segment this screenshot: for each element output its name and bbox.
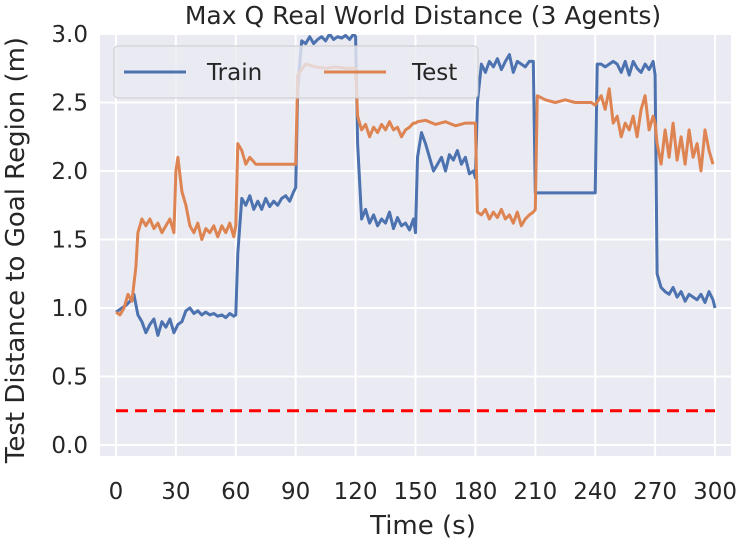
legend-label-test: Test (411, 60, 457, 86)
x-axis-ticks: 0 30 60 90 120 150 180 210 240 270 300 (109, 479, 737, 505)
y-tick-label: 0.5 (51, 365, 88, 391)
y-tick-label: 1.0 (51, 296, 88, 322)
series-line-train (115, 34, 717, 337)
y-tick-label: 3.0 (51, 22, 88, 48)
x-tick-label: 30 (161, 479, 190, 505)
chart-title: Max Q Real World Distance (3 Agents) (185, 1, 661, 30)
series-layer (115, 34, 717, 413)
legend-box (113, 45, 479, 99)
x-tick-label: 300 (693, 479, 737, 505)
y-tick-label: 2.5 (51, 91, 88, 117)
legend: Train Test (113, 45, 479, 99)
y-tick-label: 0.0 (51, 433, 88, 459)
x-tick-label: 270 (633, 479, 677, 505)
x-tick-label: 150 (394, 479, 438, 505)
x-tick-label: 60 (221, 479, 250, 505)
x-tick-label: 120 (334, 479, 378, 505)
legend-label-train: Train (206, 60, 262, 86)
series-line-test (115, 62, 715, 317)
y-axis-label: Test Distance to Goal Region (m) (1, 37, 31, 464)
x-tick-label: 90 (281, 479, 310, 505)
x-tick-label: 180 (453, 479, 497, 505)
x-tick-label: 0 (109, 479, 124, 505)
x-axis-label: Time (s) (369, 511, 476, 541)
x-tick-label: 210 (513, 479, 557, 505)
y-axis-ticks: 0.0 0.5 1.0 1.5 2.0 2.5 3.0 (51, 22, 88, 459)
x-tick-label: 240 (573, 479, 617, 505)
y-tick-label: 1.5 (51, 228, 88, 254)
y-tick-label: 2.0 (51, 159, 88, 185)
